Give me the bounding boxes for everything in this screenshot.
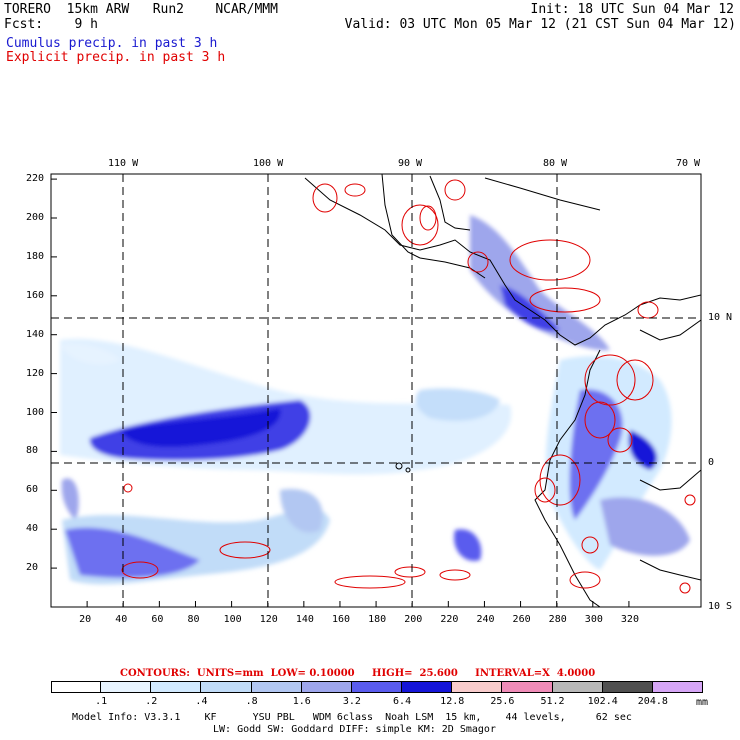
y-tick-label: 120 xyxy=(26,367,45,379)
colorbar-swatch xyxy=(351,681,403,693)
y-tick-label: 200 xyxy=(26,212,45,223)
x-tick-label: 180 xyxy=(368,614,387,625)
y-tick-label: 80 xyxy=(26,445,39,457)
lon-label: 80 W xyxy=(543,158,568,169)
x-tick-label: 100 xyxy=(223,614,242,625)
field-explicit-label: Explicit precip. in past 3 h xyxy=(6,50,226,65)
colorbar-label: 102.4 xyxy=(587,696,618,707)
model-info: Model Info: V3.3.1 KF YSU PBL WDM 6class… xyxy=(72,712,632,723)
contour-info: CONTOURS: UNITS=mm LOW= 0.10000 HIGH= 25… xyxy=(120,668,596,679)
colorbar-swatch xyxy=(452,681,503,693)
colorbar-label: 12.8 xyxy=(440,696,465,707)
colorbar-swatch xyxy=(151,681,202,693)
lat-label: 10 S xyxy=(708,601,733,612)
explicit-precip-contours xyxy=(121,179,696,594)
colorbar-label: .4 xyxy=(195,696,208,707)
colorbar-swatch xyxy=(301,681,352,693)
y-tick-label: 20 xyxy=(26,562,39,574)
x-tick-label: 20 xyxy=(79,614,92,625)
y-tick-label: 100 xyxy=(26,406,45,418)
lat-label: 0 xyxy=(708,457,715,468)
x-tick-label: 220 xyxy=(440,614,459,625)
y-tick-label: 160 xyxy=(26,289,45,301)
colorbar-swatch xyxy=(251,681,302,693)
colorbar-label: 204.8 xyxy=(637,696,668,707)
forecast-hour: Fcst: 9 h xyxy=(4,17,98,32)
y-tick-label: 140 xyxy=(26,328,45,340)
cumulus-precip-field xyxy=(60,215,690,585)
x-tick-label: 120 xyxy=(259,614,278,625)
x-tick-label: 140 xyxy=(295,614,314,625)
x-tick-label: 300 xyxy=(584,614,603,625)
x-tick-label: 320 xyxy=(620,614,639,625)
x-tick-label: 240 xyxy=(476,614,495,625)
colorbar-label: 3.2 xyxy=(342,696,361,707)
init-time: Init: 18 UTC Sun 04 Mar 12 xyxy=(530,2,735,17)
lon-label: 100 W xyxy=(253,158,284,169)
x-tick-label: 60 xyxy=(151,614,164,625)
y-tick-label: 40 xyxy=(26,523,39,535)
x-tick-label: 80 xyxy=(187,614,200,625)
colorbar-swatch xyxy=(602,681,653,693)
colorbar-label: 51.2 xyxy=(540,696,565,707)
lon-label: 90 W xyxy=(398,158,423,169)
colorbar-swatch xyxy=(652,681,703,693)
lat-lon-grid xyxy=(51,174,701,607)
valid-time: Valid: 03 UTC Mon 05 Mar 12 (21 CST Sun … xyxy=(344,17,736,32)
colorbar-swatch xyxy=(402,681,453,693)
colorbar-unit: mm xyxy=(696,697,709,708)
colorbar-swatch xyxy=(101,681,152,693)
colorbar-swatch xyxy=(502,681,553,693)
x-tick-label: 260 xyxy=(512,614,531,625)
lon-label: 110 W xyxy=(108,158,139,169)
x-tick-label: 160 xyxy=(331,614,351,625)
y-tick-label: 60 xyxy=(26,484,39,496)
y-tick-label: 220 xyxy=(26,173,45,185)
model-title: TORERO 15km ARW Run2 NCAR/MMM xyxy=(4,2,278,17)
field-cumulus-label: Cumulus precip. in past 3 h xyxy=(6,36,218,51)
x-tick-label: 280 xyxy=(548,614,567,625)
x-tick-label: 200 xyxy=(404,614,423,625)
colorbar-label: .8 xyxy=(245,696,258,707)
colorbar-swatch xyxy=(201,681,252,693)
colorbar-label: .2 xyxy=(145,696,158,707)
x-tick-label: 40 xyxy=(115,614,128,625)
colorbar-label: .1 xyxy=(95,696,108,707)
colorbar-swatch xyxy=(552,681,603,693)
colorbar-label: 1.6 xyxy=(292,696,311,707)
physics-info: LW: Godd SW: Goddard DIFF: simple KM: 2D… xyxy=(213,724,496,735)
colorbar-label: 6.4 xyxy=(393,696,412,707)
lat-label: 10 N xyxy=(708,312,733,323)
y-tick-label: 180 xyxy=(26,250,45,262)
lon-label: 70 W xyxy=(676,158,701,169)
colorbar-swatch xyxy=(51,681,102,693)
colorbar-label: 25.6 xyxy=(490,696,515,707)
